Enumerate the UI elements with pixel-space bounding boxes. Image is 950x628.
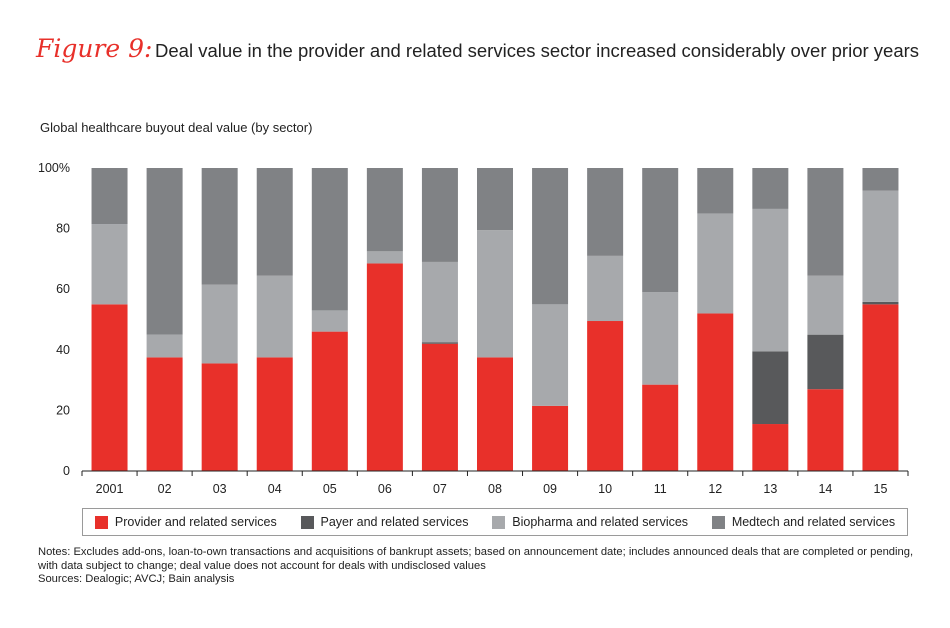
x-tick-label: 02 xyxy=(158,482,172,496)
legend-item: Provider and related services xyxy=(94,515,277,529)
bar-segment-biopharma xyxy=(532,304,569,406)
legend-label: Biopharma and related services xyxy=(512,515,689,529)
figure-title: Deal value in the provider and related s… xyxy=(155,40,920,61)
x-tick-label: 14 xyxy=(818,482,832,496)
bar-segment-medtech xyxy=(366,168,403,252)
x-tick-label: 11 xyxy=(654,482,667,496)
legend-swatch xyxy=(492,515,506,529)
bar-segment-medtech xyxy=(752,168,789,209)
legend-item: Medtech and related services xyxy=(711,515,896,529)
bar-segment-biopharma xyxy=(587,255,624,322)
x-tick-label: 2001 xyxy=(96,482,124,496)
bar-segment-medtech xyxy=(862,168,899,191)
x-tick-label: 13 xyxy=(763,482,777,496)
bar-segment-provider xyxy=(807,389,844,471)
y-tick-label: 40 xyxy=(56,343,70,357)
bar-segment-biopharma xyxy=(256,275,293,358)
bar-segment-provider xyxy=(587,321,624,471)
bar-segment-medtech xyxy=(587,168,624,256)
bar-segment-provider xyxy=(91,304,128,471)
x-tick-label: 08 xyxy=(488,482,502,496)
legend-swatch xyxy=(711,515,725,529)
bar-segment-biopharma xyxy=(697,213,734,314)
bar-segment-medtech xyxy=(146,168,183,335)
chart-legend: Provider and related services Payer and r… xyxy=(82,508,908,536)
bar-segment-provider xyxy=(862,304,899,471)
figure-label: Figure 9: xyxy=(36,34,153,63)
x-tick-label: 05 xyxy=(323,482,337,496)
x-tick-label: 07 xyxy=(433,482,447,496)
bar-segment-payer xyxy=(752,351,789,425)
y-tick-label: 0 xyxy=(63,464,70,478)
bar-segment-provider xyxy=(366,263,403,471)
x-tick-label: 12 xyxy=(708,482,722,496)
chart-title: Global healthcare buyout deal value (by … xyxy=(40,120,313,135)
stacked-bar-chart: 0 20 40 60 80 100% 2001 02 03 04 05 06 07 08 09 10 11 12 1… xyxy=(38,161,909,496)
legend-label: Payer and related services xyxy=(320,515,469,529)
bar-segment-medtech xyxy=(697,168,734,214)
y-tick-label: 100% xyxy=(38,161,70,175)
bar-segment-medtech xyxy=(421,168,458,262)
x-tick-label: 10 xyxy=(598,482,612,496)
x-tick-label: 04 xyxy=(268,482,282,496)
y-tick-label: 80 xyxy=(56,222,70,236)
bar-segment-medtech xyxy=(807,168,844,276)
bar-segment-payer xyxy=(421,342,458,344)
legend-item: Biopharma and related services xyxy=(492,515,688,529)
bar-segment-payer xyxy=(807,334,844,390)
x-tick-label: 09 xyxy=(543,482,557,496)
y-tick-label: 20 xyxy=(56,403,70,417)
bar-segment-biopharma xyxy=(146,334,183,358)
bar-segment-provider xyxy=(146,357,183,471)
bar-segment-biopharma xyxy=(421,261,458,343)
x-tick-label: 03 xyxy=(213,482,227,496)
bar-segment-medtech xyxy=(642,168,679,293)
bar-segment-medtech xyxy=(201,168,238,285)
bar-segment-medtech xyxy=(532,168,569,305)
bar-segment-provider xyxy=(201,363,238,471)
bar-segment-biopharma xyxy=(752,208,789,352)
legend-item: Payer and related services xyxy=(300,515,469,529)
chart-notes: Notes: Excludes add-ons, loan-to-own tra… xyxy=(38,546,918,587)
notes-text: Notes: Excludes add-ons, loan-to-own tra… xyxy=(38,546,914,572)
bar-segment-biopharma xyxy=(642,292,679,385)
x-tick-label: 06 xyxy=(378,482,392,496)
x-tick-label: 15 xyxy=(874,482,888,496)
bar-segment-medtech xyxy=(256,168,293,276)
bar-segment-payer xyxy=(862,301,899,305)
bar-segment-provider xyxy=(697,313,734,471)
bar-segment-provider xyxy=(311,331,348,471)
bar-segment-provider xyxy=(752,424,789,471)
legend-label: Medtech and related services xyxy=(731,515,896,529)
bar-segment-provider xyxy=(642,384,679,471)
bar-segment-biopharma xyxy=(91,224,128,305)
bar-segment-biopharma xyxy=(201,284,238,364)
bar-segment-biopharma xyxy=(862,190,899,302)
bar-segment-provider xyxy=(421,343,458,471)
legend-swatch xyxy=(94,515,108,529)
legend-swatch xyxy=(300,515,314,529)
legend-label: Provider and related services xyxy=(114,515,277,529)
y-tick-label: 60 xyxy=(56,282,70,296)
bar-segment-medtech xyxy=(91,168,128,225)
bar-segment-provider xyxy=(532,405,569,471)
bar-segment-biopharma xyxy=(366,251,403,264)
bar-segment-biopharma xyxy=(807,275,844,335)
bar-segment-provider xyxy=(256,357,293,471)
bar-segment-medtech xyxy=(477,168,513,231)
bar-segment-biopharma xyxy=(311,310,348,332)
sources-text: Sources: Dealogic; AVCJ; Bain analysis xyxy=(38,573,235,585)
bar-segment-medtech xyxy=(311,168,348,311)
bar-segment-biopharma xyxy=(477,230,513,358)
bar-segment-provider xyxy=(477,357,513,471)
